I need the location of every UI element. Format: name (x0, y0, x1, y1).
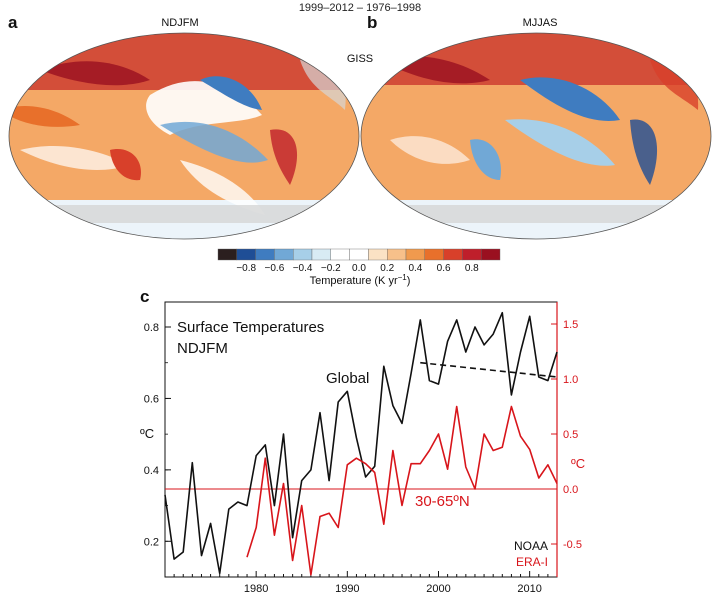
colorbar-swatch (368, 248, 388, 261)
y-left-tick-label: 0.4 (144, 465, 159, 477)
legend-noaa: NOAA (514, 539, 548, 553)
y-left-tick-label: 0.2 (144, 536, 159, 548)
colorbar-swatch (311, 248, 331, 261)
colorbar-swatch (330, 248, 350, 261)
colorbar-swatch (387, 248, 407, 261)
colorbar-swatch (293, 248, 313, 261)
dataset-label: GISS (347, 53, 373, 65)
series-line-era-i (246, 405, 558, 576)
map-panel-a (8, 32, 360, 240)
x-tick-label: 2000 (426, 583, 450, 595)
annotation-band: 30-65ºN (415, 493, 470, 510)
y-left-axis-label: ºC (140, 426, 154, 441)
map-panel-b (360, 32, 712, 240)
y-right-tick-label: -0.5 (563, 539, 582, 551)
y-right-tick-label: 0.0 (563, 484, 578, 496)
y-right-axis-label: ºC (571, 456, 585, 471)
colorbar-swatch (255, 248, 275, 261)
colorbar-tick-label: 0.6 (437, 263, 451, 274)
colorbar-swatch (405, 248, 425, 261)
panel-season-a: NDJFM (161, 17, 198, 29)
colorbar-tick-label: 0.4 (408, 263, 422, 274)
colorbar-swatch (462, 248, 482, 261)
colorbar-swatch (481, 248, 501, 261)
panel-letter-b: b (367, 13, 377, 32)
y-right-tick-label: 1.5 (563, 319, 578, 331)
colorbar-tick-label: 0.0 (352, 263, 366, 274)
colorbar-swatch (424, 248, 444, 261)
x-tick-label: 1980 (244, 583, 268, 595)
panel-season-b: MJJAS (523, 17, 558, 29)
colorbar-tick-label: −0.4 (293, 263, 313, 274)
legend-era: ERA-I (516, 555, 548, 569)
x-tick-label: 2010 (517, 583, 541, 595)
colorbar-label: Temperature (K yr−1) (310, 273, 411, 287)
chart-title: Surface Temperatures (177, 319, 324, 336)
trend-line (420, 361, 558, 378)
colorbar-tick-label: −0.8 (236, 263, 256, 274)
colorbar-tick-label: −0.2 (321, 263, 341, 274)
panel-letter-c: c (140, 287, 149, 306)
colorbar: −0.8 −0.6 −0.4 −0.2 0.0 0.2 0.4 0.6 0.8 (217, 248, 501, 274)
y-left-tick-label: 0.6 (144, 393, 159, 405)
colorbar-swatch (274, 248, 294, 261)
colorbar-tick-label: 0.2 (380, 263, 394, 274)
colorbar-swatch (349, 248, 369, 261)
colorbar-swatch (236, 248, 256, 261)
chart-subtitle: NDJFM (177, 340, 228, 357)
y-right-tick-label: 0.5 (563, 429, 578, 441)
y-right-tick-label: 1.0 (563, 374, 578, 386)
x-tick-label: 1990 (335, 583, 359, 595)
panel-letter-a: a (8, 13, 18, 32)
series-line-noaa (164, 311, 558, 575)
figure-header: 1999–2012 – 1976–1998 (299, 2, 421, 14)
colorbar-tick-label: −0.6 (265, 263, 285, 274)
line-chart: 1980 1990 2000 2010 0.2 0.4 0.6 0.8 ºC -0.5 0.0 0.5… (140, 301, 585, 595)
colorbar-swatch (217, 248, 237, 261)
annotation-global: Global (326, 370, 369, 387)
colorbar-tick-label: 0.8 (465, 263, 479, 274)
y-left-tick-label: 0.8 (144, 322, 159, 334)
colorbar-swatch (443, 248, 463, 261)
